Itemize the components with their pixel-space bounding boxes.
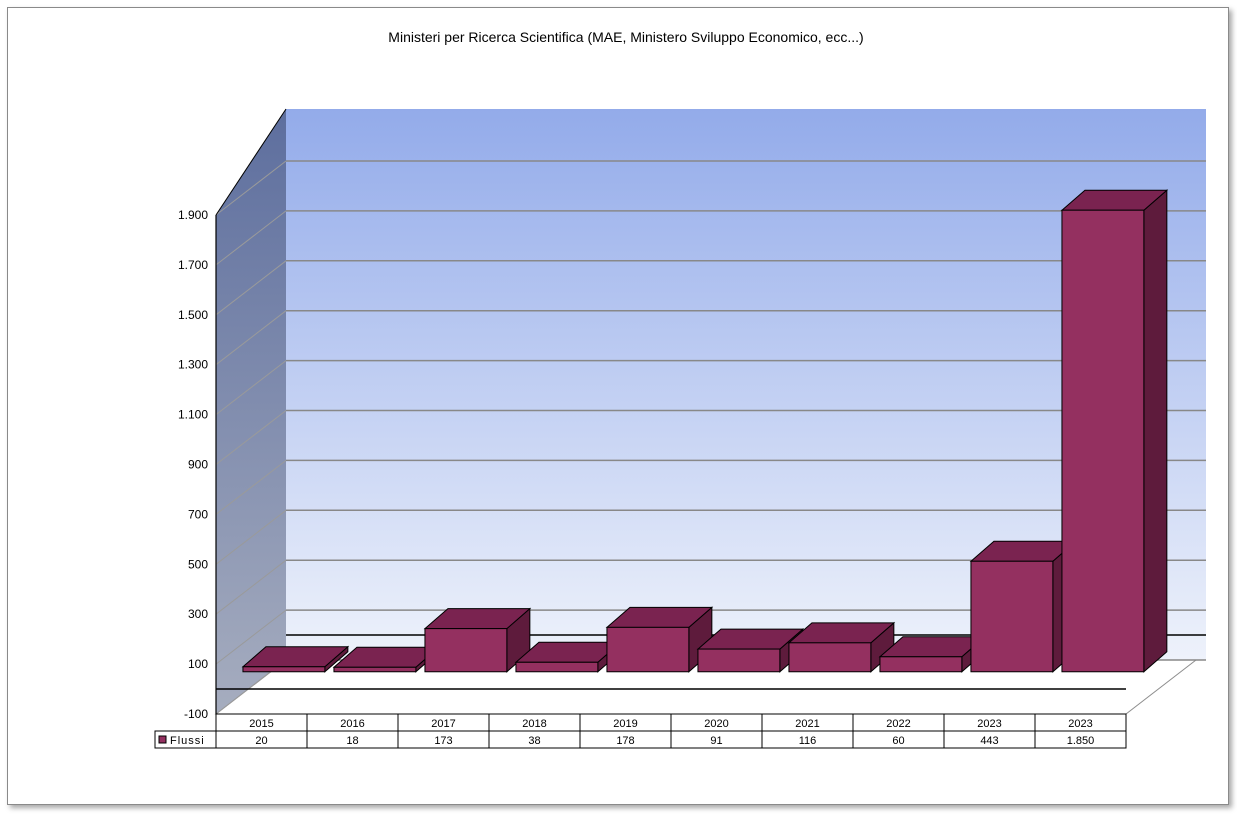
y-tick-label: 1.300 <box>178 358 208 372</box>
bar-front <box>333 666 417 673</box>
y-tick-label: 500 <box>188 557 208 571</box>
gridline-side <box>215 160 287 216</box>
bar-front <box>879 656 963 673</box>
x-tick-label: 2018 <box>522 718 546 730</box>
plot-area: -100 100 300 500 700 900 1.100 1.300 1.500 1.700 1… <box>154 108 1206 749</box>
data-label: 173 <box>434 735 452 747</box>
x-tick-label: 2020 <box>704 718 728 730</box>
data-label: 60 <box>892 735 904 747</box>
data-label: 116 <box>799 735 817 747</box>
bar-front <box>697 648 781 673</box>
bar <box>787 621 896 673</box>
y-tick-label: 1.500 <box>178 308 208 322</box>
y-tick-label: 1.900 <box>178 208 208 222</box>
bar-front <box>515 661 599 673</box>
data-table-legend-cell <box>154 730 217 749</box>
y-tick-label: 900 <box>188 458 208 472</box>
data-label: 20 <box>255 735 267 747</box>
bar <box>605 606 714 673</box>
chart-title: Ministeri per Ricerca Scientifica (MAE, … <box>388 29 863 45</box>
data-label: 443 <box>980 735 998 747</box>
x-tick-label: 2022 <box>886 718 910 730</box>
bar <box>423 607 532 673</box>
x-tick-label: 2023 <box>1068 718 1092 730</box>
y-tick-label: 300 <box>188 607 208 621</box>
data-label: 1.850 <box>1067 735 1095 747</box>
data-label: 91 <box>710 735 722 747</box>
bar-front <box>242 666 326 673</box>
data-label: 178 <box>616 735 634 747</box>
side-wall <box>216 109 286 714</box>
gridline-side <box>215 559 287 615</box>
data-label: 38 <box>528 735 540 747</box>
y-axis-top-edge <box>215 108 287 216</box>
y-tick-label: 1.700 <box>178 258 208 272</box>
bar-front <box>970 560 1054 673</box>
y-tick-label: 1.100 <box>178 408 208 422</box>
bar <box>241 645 350 673</box>
chart-svg: Ministeri per Ricerca Scientifica (MAE, … <box>154 29 1206 749</box>
x-tick-label: 2019 <box>613 718 637 730</box>
gridline-side <box>215 509 287 565</box>
legend-label: Flussi <box>170 735 205 747</box>
x-tick-label: 2023 <box>977 718 1001 730</box>
x-tick-label: 2021 <box>795 718 819 730</box>
chart-frame: Ministeri per Ricerca Scientifica (MAE, … <box>7 7 1229 805</box>
bar <box>969 540 1078 673</box>
gridline-side <box>215 210 287 266</box>
gridline-side <box>215 310 287 366</box>
gridline-side <box>215 609 287 665</box>
bar-front <box>606 626 690 673</box>
data-label: 18 <box>346 735 358 747</box>
legend-swatch <box>158 735 167 744</box>
bar-front <box>1061 209 1145 673</box>
gridline-side <box>215 460 287 515</box>
bar-side <box>1143 189 1168 673</box>
gridline-side <box>215 260 287 316</box>
bar <box>696 627 805 673</box>
y-tick-label: 700 <box>188 507 208 521</box>
y-tick-label: 100 <box>188 657 208 671</box>
bar <box>1060 189 1169 673</box>
y-tick-label: -100 <box>184 707 208 721</box>
bar-front <box>788 642 872 673</box>
gridline-side <box>215 410 287 465</box>
bar-front <box>424 628 508 673</box>
gridline-side <box>215 360 287 415</box>
x-tick-label: 2016 <box>340 718 364 730</box>
x-tick-label: 2017 <box>431 718 455 730</box>
x-tick-label: 2015 <box>249 718 273 730</box>
